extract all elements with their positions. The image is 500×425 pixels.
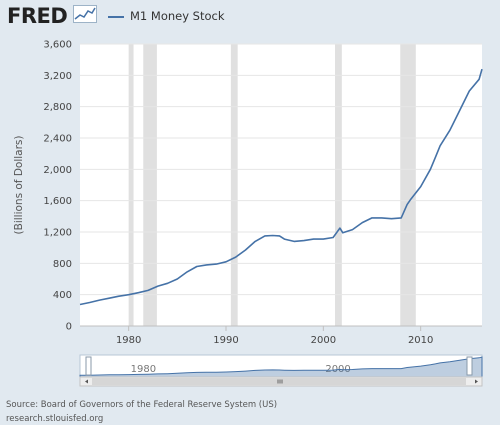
series-line[interactable] xyxy=(79,68,483,306)
recession-band xyxy=(335,44,342,326)
y-tick-label: 2,400 xyxy=(43,134,72,145)
y-tick-label: 3,600 xyxy=(43,40,72,51)
source-note: Source: Board of Governors of the Federa… xyxy=(6,400,278,410)
navigator[interactable]: 1980 2000 xyxy=(79,354,483,387)
x-tick-label: 2000 xyxy=(311,335,336,346)
x-tick-label: 1990 xyxy=(213,335,238,346)
navigator-tick-label: 1980 xyxy=(131,364,156,375)
y-tick-label: 0 xyxy=(66,322,72,333)
series-layer xyxy=(79,68,483,306)
legend-swatch xyxy=(108,16,124,18)
y-tick-label: 3,200 xyxy=(43,71,72,82)
scrollbar-grip-icon xyxy=(277,379,283,384)
scroll-right-arrow-icon[interactable] xyxy=(475,379,478,384)
y-axis: 0 400 800 1,200 1,600 2,000 2,400 2,800 3,200 3,6… xyxy=(43,40,72,333)
y-axis-title: (Billions of Dollars) xyxy=(13,136,25,235)
scroll-left-arrow-icon[interactable] xyxy=(85,379,88,384)
graph-icon xyxy=(73,5,97,23)
x-tick-label: 2010 xyxy=(408,335,433,346)
y-tick-label: 1,200 xyxy=(43,228,72,239)
fred-logo[interactable]: FRED xyxy=(7,4,68,28)
y-tick-label: 2,800 xyxy=(43,102,72,113)
y-tick-label: 400 xyxy=(53,290,72,301)
navigator-scrollbar-thumb[interactable] xyxy=(92,378,466,385)
gridlines xyxy=(80,43,482,296)
x-axis: 1980 1990 2000 2010 xyxy=(80,325,482,346)
recession-band xyxy=(400,44,416,326)
legend-label: M1 Money Stock xyxy=(130,9,225,23)
recession-band xyxy=(143,44,157,326)
navigator-handle-left[interactable] xyxy=(85,356,92,376)
y-tick-label: 1,600 xyxy=(43,196,72,207)
site-link[interactable]: research.stlouisfed.org xyxy=(6,414,104,424)
navigator-series-area xyxy=(79,356,483,378)
x-tick-label: 1980 xyxy=(116,335,141,346)
recession-shading xyxy=(128,44,416,326)
y-tick-label: 800 xyxy=(53,259,72,270)
recession-band xyxy=(128,44,134,326)
y-tick-label: 2,000 xyxy=(43,165,72,176)
chart-header: FRED M1 Money Stock xyxy=(0,0,500,36)
recession-band xyxy=(230,44,238,326)
navigator-series: 1980 2000 xyxy=(79,356,483,378)
navigator-handle-right[interactable] xyxy=(466,356,473,376)
